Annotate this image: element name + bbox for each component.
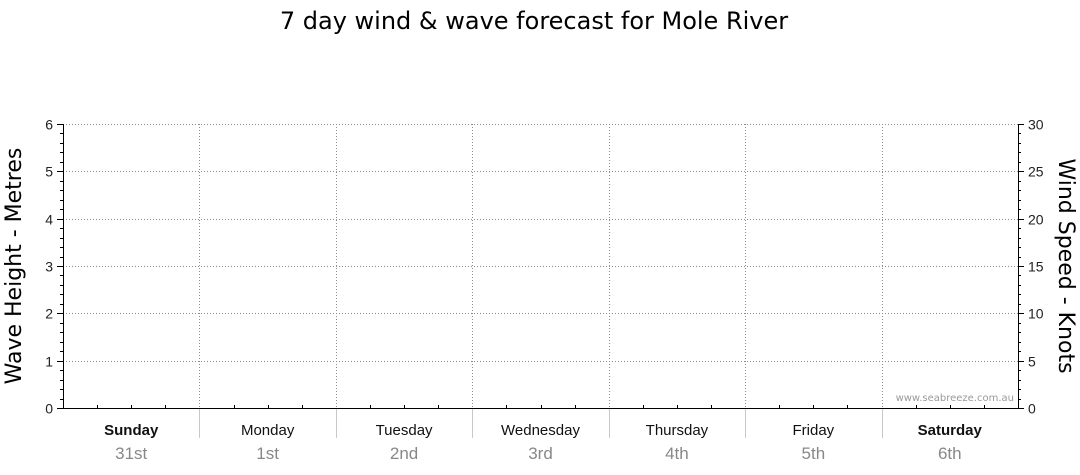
left-axis-title: Wave Height - Metres — [2, 148, 27, 385]
right-tick-label: 30 — [1028, 117, 1044, 133]
x-axis-ticks — [97, 405, 985, 408]
day-date-label: 5th — [802, 444, 826, 463]
watermark: www.seabreeze.com.au — [896, 393, 1014, 404]
left-axis-ticks: 0 1 2 3 4 5 6 — [45, 117, 63, 417]
left-tick-label: 5 — [45, 164, 53, 180]
right-axis-title: Wind Speed - Knots — [1053, 158, 1078, 373]
day-date-label: 6th — [938, 444, 962, 463]
right-tick-label: 0 — [1028, 401, 1036, 417]
day-name-label: Wednesday — [501, 422, 580, 439]
day-name-label: Tuesday — [376, 422, 433, 439]
left-tick-label: 4 — [45, 212, 53, 228]
left-tick-label: 2 — [45, 306, 53, 322]
day-date-label: 31st — [115, 444, 147, 463]
right-tick-label: 20 — [1028, 212, 1044, 228]
left-tick-label: 0 — [45, 401, 53, 417]
day-date-label: 2nd — [390, 444, 418, 463]
day-name-label: Saturday — [918, 422, 983, 439]
left-tick-label: 1 — [45, 354, 53, 370]
chart-title: 7 day wind & wave forecast for Mole Rive… — [280, 7, 788, 35]
left-tick-label: 6 — [45, 117, 53, 133]
right-tick-label: 10 — [1028, 306, 1044, 322]
day-name-label: Friday — [793, 422, 835, 439]
day-name-label: Monday — [241, 422, 295, 439]
right-tick-label: 5 — [1028, 354, 1036, 370]
day-labels: Sunday 31st Monday 1st Tuesday 2nd Wednesday 3r… — [104, 422, 982, 463]
day-date-label: 3rd — [528, 444, 553, 463]
day-name-label: Sunday — [104, 422, 159, 439]
left-tick-label: 3 — [45, 259, 53, 275]
right-tick-label: 15 — [1028, 259, 1044, 275]
grid-lines — [63, 124, 1018, 438]
day-name-label: Thursday — [646, 422, 709, 439]
day-date-label: 1st — [256, 444, 279, 463]
right-tick-label: 25 — [1028, 164, 1044, 180]
right-axis-ticks: 0 5 10 15 20 25 30 — [1018, 117, 1044, 417]
day-date-label: 4th — [665, 444, 689, 463]
